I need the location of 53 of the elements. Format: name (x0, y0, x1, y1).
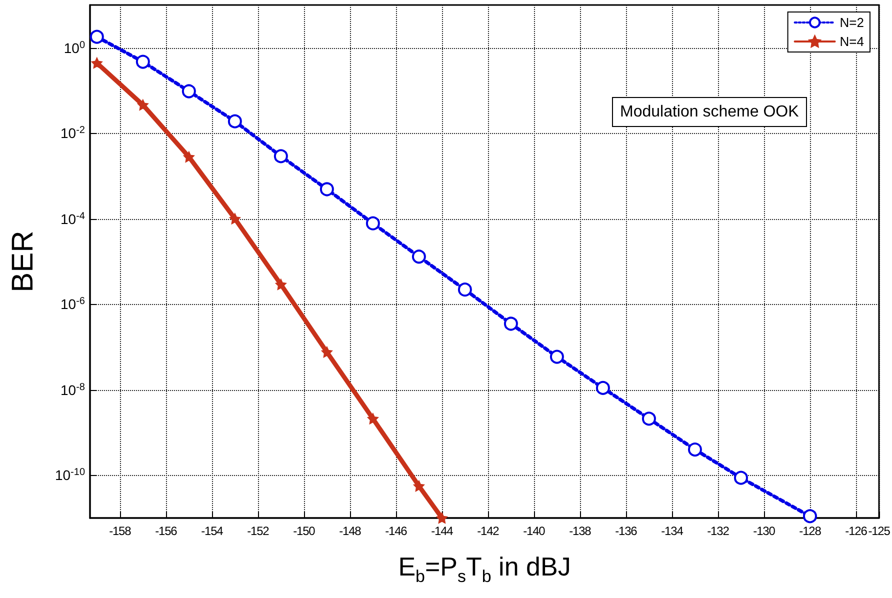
point (504, 316, 518, 331)
x-tick-label: -140 (523, 524, 545, 538)
x-tick-label: -132 (707, 524, 729, 538)
x-tick-label: -154 (201, 524, 223, 538)
y-tick-label: 10$^{-8}$ (60, 382, 85, 398)
x-tick-label: -156 (155, 524, 177, 538)
x-tick-label: -138 (569, 524, 591, 538)
y-axis-title: BER (6, 230, 40, 292)
x-tick-label: -158 (109, 524, 131, 538)
point (436, 512, 448, 524)
y-tick-label: 10$^{0}$ (64, 40, 85, 56)
point (183, 151, 194, 162)
y-tick-label: 10$^{-2}$ (60, 125, 85, 142)
x-tick-label: -125 (868, 524, 890, 538)
x-tick-label: -148 (339, 524, 361, 538)
point (321, 346, 332, 358)
point (366, 216, 380, 230)
legend-label: N=2 (840, 15, 864, 30)
point (367, 413, 378, 424)
point (803, 509, 817, 524)
legend-label: N=4 (840, 34, 864, 49)
y-tick-label: 10$^{-4}$ (60, 210, 85, 227)
point (596, 380, 610, 395)
x-tick-label: -128 (799, 524, 821, 538)
x-tick-label: -136 (615, 524, 637, 538)
point (412, 250, 426, 264)
x-tick-label: -144 (431, 524, 453, 538)
x-tick-label: -150 (293, 524, 315, 538)
point (228, 114, 242, 128)
point (137, 99, 148, 110)
point (136, 54, 150, 69)
point (413, 480, 424, 492)
point (734, 470, 748, 485)
point (275, 278, 286, 290)
point (90, 30, 104, 44)
point (550, 350, 564, 364)
x-tick-label: -130 (753, 524, 775, 538)
y-tick-label: 10$^{-10}$ (54, 467, 85, 484)
point (91, 57, 102, 68)
x-tick-label: -152 (247, 524, 269, 538)
x-tick-label: -146 (385, 524, 407, 538)
point (642, 412, 656, 426)
x-tick-label: -142 (477, 524, 499, 538)
point (320, 182, 334, 196)
point (688, 442, 702, 457)
x-tick-label: -126 (845, 524, 867, 538)
point (458, 282, 472, 297)
x-tick-label: -134 (661, 524, 683, 538)
point (274, 149, 288, 164)
point (182, 84, 196, 98)
y-tick-label: 10$^{-6}$ (60, 296, 85, 312)
point (229, 213, 240, 224)
annotation: Modulation scheme OOK (620, 104, 800, 120)
